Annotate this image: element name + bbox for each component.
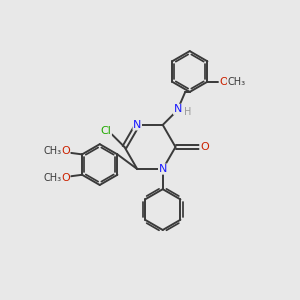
Text: O: O: [200, 142, 209, 152]
Text: N: N: [133, 120, 141, 130]
Text: CH₃: CH₃: [44, 173, 62, 183]
Text: N: N: [174, 104, 182, 114]
Text: CH₃: CH₃: [227, 77, 246, 87]
Text: O: O: [61, 146, 70, 156]
Text: O: O: [219, 77, 228, 87]
Text: CH₃: CH₃: [44, 146, 62, 156]
Text: H: H: [184, 107, 191, 117]
Text: N: N: [159, 164, 167, 174]
Text: Cl: Cl: [100, 126, 111, 136]
Text: O: O: [61, 173, 70, 183]
